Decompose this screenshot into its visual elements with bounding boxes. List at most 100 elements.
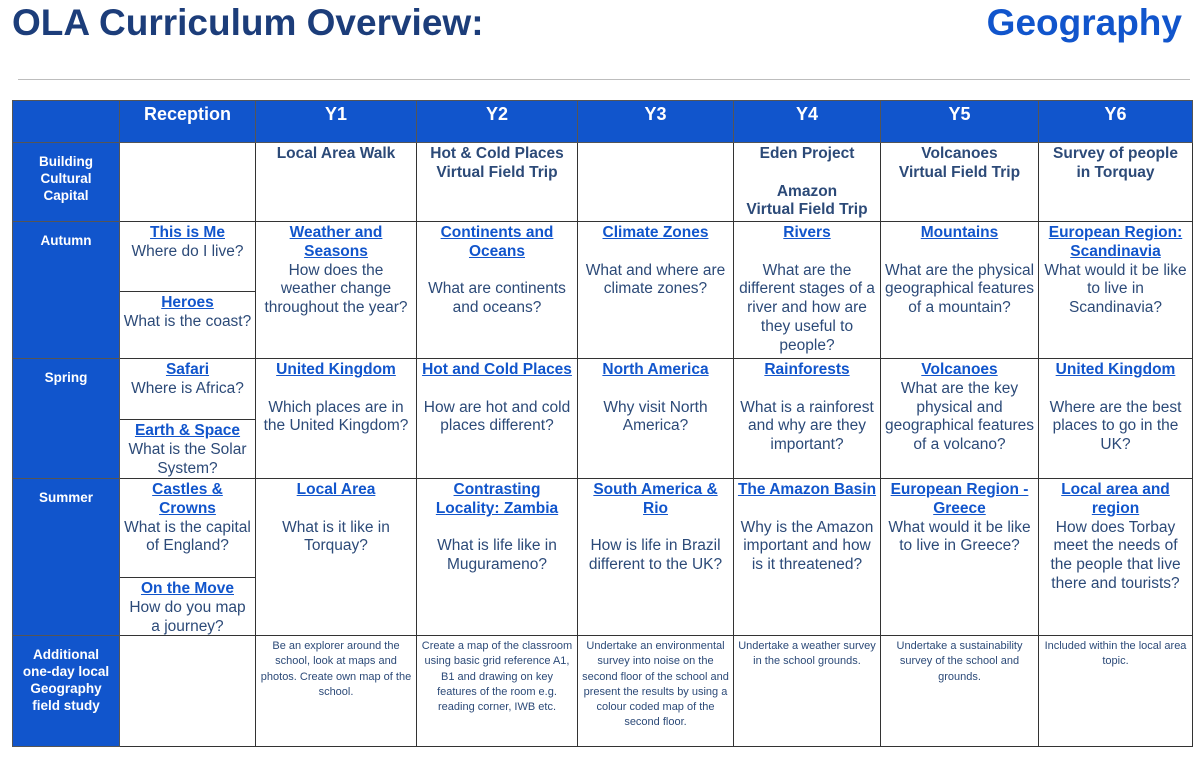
topic: Local Area What is it like in Torquay? bbox=[256, 479, 416, 556]
column-header-y3: Y3 bbox=[577, 100, 734, 143]
row-building: Building Cultural Capital Local Area Walk… bbox=[12, 142, 1193, 222]
column-header-y4: Y4 bbox=[733, 100, 881, 143]
topic-link[interactable]: United Kingdom bbox=[276, 361, 396, 378]
topic-link[interactable]: Castles & Crowns bbox=[152, 481, 223, 517]
cell-building-y4: Eden Project Amazon Virtual Field Trip bbox=[733, 142, 881, 222]
topic-question: Why is the Amazon important and how is i… bbox=[740, 518, 874, 574]
page-title: OLA Curriculum Overview: bbox=[12, 2, 484, 43]
topic-link[interactable]: Rainforests bbox=[764, 361, 850, 378]
topic-link[interactable]: Volcanoes bbox=[921, 361, 998, 378]
cell-summer-y5: European Region - Greece What would it be… bbox=[880, 478, 1039, 636]
topic-question: How does Torbay meet the needs of the pe… bbox=[1050, 518, 1181, 592]
topic: Rivers What are the different stages of a… bbox=[734, 222, 880, 356]
topic-link[interactable]: Mountains bbox=[920, 224, 999, 241]
cell-summer-y3: South America & Rio How is life in Brazil… bbox=[577, 478, 734, 636]
topic-question: What is the coast? bbox=[123, 312, 252, 330]
cell-autumn-y5: Mountains What are the physical geographi… bbox=[880, 221, 1039, 359]
topic: Continents and Oceans What are continents… bbox=[417, 222, 577, 318]
divider bbox=[18, 79, 1190, 80]
spacer bbox=[737, 500, 877, 519]
cell-spring-y2: Hot and Cold Places How are hot and cold … bbox=[416, 358, 578, 479]
topic-link[interactable]: Climate Zones bbox=[602, 224, 709, 241]
subject-title: Geography bbox=[986, 2, 1182, 43]
cell-building-y1: Local Area Walk bbox=[255, 142, 417, 222]
cultural-capital-activity: Hot & Cold Places Virtual Field Trip bbox=[430, 145, 564, 181]
cell-summer-y6: Local area and region How does Torbay mee… bbox=[1038, 478, 1193, 636]
reception-topic: Safari Where is Africa? bbox=[120, 359, 255, 419]
topic: South America & Rio How is life in Brazil… bbox=[578, 479, 733, 575]
column-header-y6: Y6 bbox=[1038, 100, 1193, 143]
topic-question: What are the key physical and geographic… bbox=[884, 379, 1035, 454]
topic: Local area and region How does Torbay mee… bbox=[1039, 479, 1192, 594]
topic: The Amazon Basin Why is the Amazon import… bbox=[734, 479, 880, 575]
curriculum-table: Reception Y1 Y2 Y3 Y4 Y5 Y6 Building Cul… bbox=[12, 100, 1193, 747]
field-study-description: Undertake an environmental survey into n… bbox=[582, 640, 729, 729]
cell-building-reception bbox=[119, 142, 256, 222]
topic-link[interactable]: Weather and Seasons bbox=[289, 224, 383, 260]
cell-summer-reception: Castles & Crowns What is the capital of E… bbox=[119, 478, 256, 636]
spacer bbox=[420, 519, 574, 538]
field-study-description: Be an explorer around the school, look a… bbox=[260, 640, 412, 698]
cell-spring-y1: United Kingdom Which places are in the Un… bbox=[255, 358, 417, 479]
topic-link[interactable]: Local Area bbox=[296, 481, 376, 498]
cell-building-y6: Survey of people in Torquay bbox=[1038, 142, 1193, 222]
cell-autumn-y6: European Region: Scandinavia What would i… bbox=[1038, 221, 1193, 359]
column-header-y1: Y1 bbox=[255, 100, 417, 143]
row-header-spring: Spring bbox=[12, 358, 120, 479]
cultural-capital-activity: Local Area Walk bbox=[276, 145, 396, 162]
cell-building-y2: Hot & Cold Places Virtual Field Trip bbox=[416, 142, 578, 222]
spacer bbox=[420, 380, 574, 399]
topic-link[interactable]: United Kingdom bbox=[1055, 361, 1176, 378]
row-spring: Spring Safari Where is Africa? Earth & Spac… bbox=[12, 358, 1193, 479]
topic-link[interactable]: European Region: Scandinavia bbox=[1048, 224, 1183, 260]
field-study-description: Undertake a weather survey in the school… bbox=[738, 640, 876, 668]
row-label: Autumn bbox=[40, 233, 92, 248]
row-label: Additional one-day local Geography field… bbox=[22, 647, 110, 713]
cultural-capital-activity bbox=[578, 143, 733, 145]
topic-link[interactable]: Rivers bbox=[783, 224, 831, 241]
topic-question: Where is Africa? bbox=[131, 379, 244, 397]
topic-question: What are the different stages of a river… bbox=[739, 261, 875, 354]
topic-question: Why visit North America? bbox=[603, 398, 708, 435]
topic-link[interactable]: Earth & Space bbox=[134, 422, 241, 439]
topic-link[interactable]: On the Move bbox=[140, 580, 234, 597]
topic-question: How is life in Brazil different to the U… bbox=[588, 537, 723, 574]
topic-link[interactable]: Heroes bbox=[161, 294, 214, 311]
row-fieldstudy: Additional one-day local Geography field… bbox=[12, 635, 1193, 747]
topic-link[interactable]: Continents and Oceans bbox=[440, 224, 554, 260]
topic-question: What would it be like to live in Scandin… bbox=[1044, 261, 1187, 317]
topic-question: What is the capital of England? bbox=[124, 518, 251, 555]
column-header-reception: Reception bbox=[119, 100, 256, 143]
topic-question: What would it be like to live in Greece? bbox=[888, 518, 1031, 555]
reception-topic: Heroes What is the coast? bbox=[120, 291, 255, 358]
cell-spring-y4: Rainforests What is a rainforest and why … bbox=[733, 358, 881, 479]
cell-summer-y1: Local Area What is it like in Torquay? bbox=[255, 478, 417, 636]
topic-question: What and where are climate zones? bbox=[585, 261, 726, 298]
topic-question: How do you map a journey? bbox=[129, 598, 246, 635]
topic-link[interactable]: Safari bbox=[165, 361, 210, 378]
topic-link[interactable]: The Amazon Basin bbox=[737, 481, 877, 498]
topic-link[interactable]: Contrasting Locality: Zambia bbox=[435, 481, 559, 517]
spacer bbox=[737, 380, 877, 399]
topic-question: What are continents and oceans? bbox=[428, 280, 566, 317]
cell-spring-y6: United Kingdom Where are the best places … bbox=[1038, 358, 1193, 479]
cell-spring-reception: Safari Where is Africa? Earth & Space What … bbox=[119, 358, 256, 479]
spacer bbox=[1042, 380, 1189, 399]
column-header-y2: Y2 bbox=[416, 100, 578, 143]
topic-link[interactable]: North America bbox=[602, 361, 709, 378]
topic-link[interactable]: Hot and Cold Places bbox=[422, 361, 572, 378]
topic: Hot and Cold Places How are hot and cold … bbox=[417, 359, 577, 436]
row-header-summer: Summer bbox=[12, 478, 120, 636]
topic-link[interactable]: South America & Rio bbox=[593, 481, 718, 517]
topic: European Region: Scandinavia What would i… bbox=[1039, 222, 1192, 318]
row-summer: Summer Castles & Crowns What is the capita… bbox=[12, 478, 1193, 636]
topic-question: Which places are in the United Kingdom? bbox=[263, 398, 409, 435]
topic-question: What is the Solar System? bbox=[128, 440, 247, 477]
topic-link[interactable]: Local area and region bbox=[1061, 481, 1170, 517]
topic-link[interactable]: European Region - Greece bbox=[890, 481, 1029, 517]
topic: Climate Zones What and where are climate … bbox=[578, 222, 733, 299]
cell-spring-y3: North America Why visit North America? bbox=[577, 358, 734, 479]
cell-autumn-y2: Continents and Oceans What are continents… bbox=[416, 221, 578, 359]
cultural-capital-activity: Volcanoes Virtual Field Trip bbox=[898, 145, 1021, 181]
topic-link[interactable]: This is Me bbox=[150, 224, 225, 241]
